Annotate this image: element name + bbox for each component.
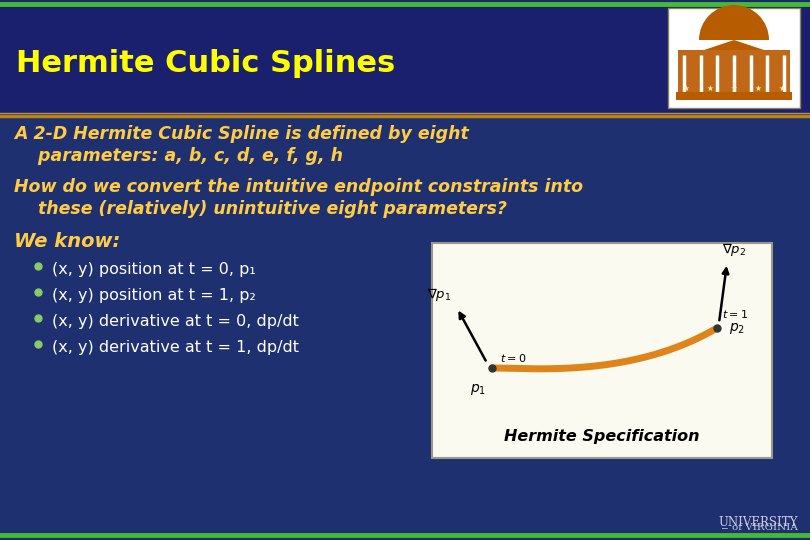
Text: parameters: a, b, c, d, e, f, g, h: parameters: a, b, c, d, e, f, g, h [14, 147, 343, 165]
Text: (x, y) derivative at t = 0, dp/dt: (x, y) derivative at t = 0, dp/dt [52, 314, 299, 329]
Text: $\nabla p_1$: $\nabla p_1$ [427, 286, 451, 303]
Bar [0, 115, 810, 535]
Text: Hermite Cubic Splines: Hermite Cubic Splines [16, 49, 395, 78]
Text: (x, y) derivative at t = 1, dp/dt: (x, y) derivative at t = 1, dp/dt [52, 340, 299, 355]
Text: A 2-D Hermite Cubic Spline is defined by eight: A 2-D Hermite Cubic Spline is defined by… [14, 125, 469, 143]
Text: We know:: We know: [14, 232, 120, 251]
Text: ★: ★ [706, 84, 714, 92]
Text: $p_2$: $p_2$ [729, 321, 745, 335]
Text: ★: ★ [683, 84, 689, 92]
Text: ★: ★ [731, 84, 737, 92]
Text: $t=1$: $t=1$ [722, 308, 748, 320]
Wedge shape [699, 5, 769, 40]
Bar [676, 92, 792, 100]
Text: Hermite Specification: Hermite Specification [505, 429, 700, 443]
Polygon shape [686, 40, 782, 56]
Text: ★: ★ [755, 84, 761, 92]
Text: these (relatively) unintuitive eight parameters?: these (relatively) unintuitive eight par… [14, 200, 507, 218]
Text: $\nabla p_2$: $\nabla p_2$ [722, 241, 746, 258]
Bar [432, 243, 772, 458]
Text: of VIRGINIA: of VIRGINIA [732, 523, 798, 532]
Text: How do we convert the intuitive endpoint constraints into: How do we convert the intuitive endpoint… [14, 178, 583, 196]
Text: U̲NIVERSITY: U̲NIVERSITY [718, 515, 798, 528]
Text: $p_1$: $p_1$ [470, 382, 486, 397]
Text: (x, y) position at t = 1, p₂: (x, y) position at t = 1, p₂ [52, 288, 256, 303]
Bar [678, 50, 790, 100]
Text: $t=0$: $t=0$ [500, 352, 526, 364]
Bar [668, 8, 800, 108]
Bar [0, 3, 810, 115]
Text: ★: ★ [778, 84, 786, 92]
Text: (x, y) position at t = 0, p₁: (x, y) position at t = 0, p₁ [52, 262, 256, 277]
